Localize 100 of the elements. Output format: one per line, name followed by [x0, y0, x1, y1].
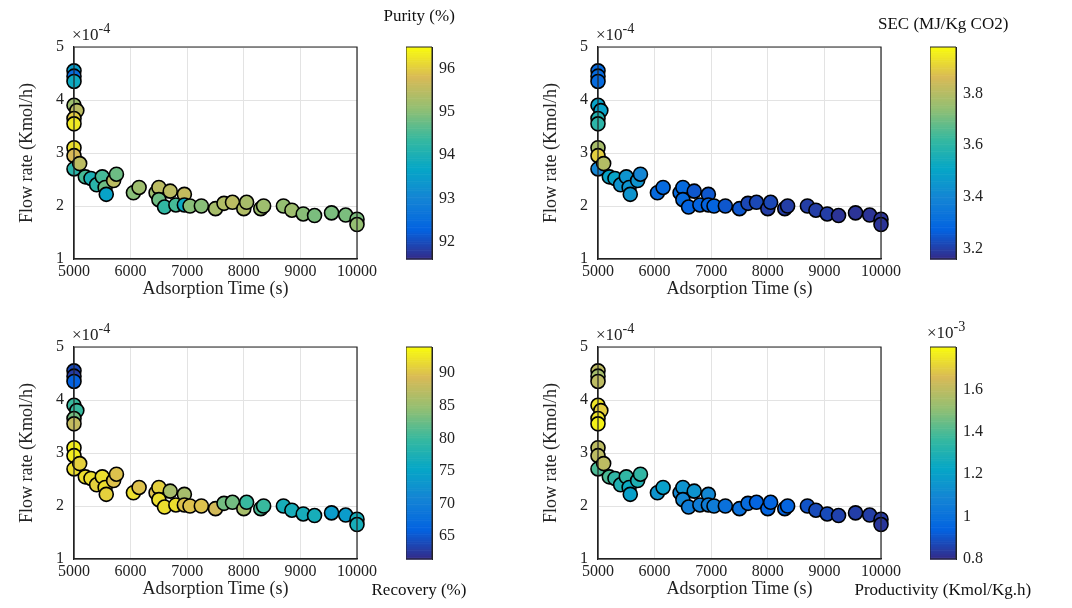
- point: [830, 507, 847, 524]
- point: [622, 486, 639, 503]
- x-tick-label: 10000: [337, 261, 377, 279]
- y-tick-label: 2: [580, 496, 588, 514]
- x-tick-label: 8000: [751, 261, 784, 279]
- color-bar-label: 3.4: [963, 187, 983, 205]
- point: [224, 494, 241, 511]
- point: [632, 466, 649, 482]
- x-tick-label: 7000: [695, 261, 728, 279]
- point: [224, 194, 241, 211]
- point: [306, 507, 323, 524]
- color-bar-label: 1.6: [963, 379, 983, 397]
- y-tick-label: 4: [56, 390, 64, 408]
- color-bar-label: 95: [439, 102, 455, 120]
- color-bar-label: 3.6: [963, 135, 983, 153]
- point: [847, 205, 864, 221]
- color-bar-title: SEC (MJ/Kg CO2): [878, 14, 1009, 34]
- x-axis-title: Adsorption Time (s): [142, 277, 289, 299]
- color-bar-label: 3.2: [963, 238, 983, 256]
- y-tick-label: 2: [580, 196, 588, 214]
- y-axis-title: Flow rate (Kmol/h): [15, 83, 37, 223]
- color-bar-label: 1.2: [963, 464, 983, 482]
- y-axis-title: Flow rate (Kmol/h): [15, 383, 37, 523]
- point: [131, 479, 147, 496]
- point: [830, 207, 847, 224]
- color-bar-label: 90: [439, 363, 455, 381]
- point: [306, 207, 323, 224]
- y-tick-label: 5: [56, 37, 64, 55]
- point: [686, 483, 703, 499]
- point: [193, 198, 210, 214]
- color-bar-label: 85: [439, 395, 455, 413]
- point: [108, 166, 125, 182]
- y-axis-title: Flow rate (Kmol/h): [539, 83, 561, 223]
- point: [108, 466, 125, 482]
- point: [98, 486, 115, 503]
- text: ×10$^{-4}$: [596, 320, 635, 345]
- x-tick-label: 7000: [171, 561, 204, 579]
- text: ×10$^{-4}$: [72, 320, 111, 345]
- x-tick-label: 6000: [114, 561, 147, 579]
- point: [748, 194, 765, 211]
- x-tick-label: 8000: [227, 261, 260, 279]
- x-tick-label: 6000: [638, 261, 671, 279]
- text: ×10$^{-4}$: [596, 20, 635, 45]
- point: [193, 498, 210, 514]
- color-bar-title: Recovery (%): [371, 580, 467, 600]
- x-tick-label: 9000: [284, 261, 317, 279]
- x-tick-label: 9000: [808, 261, 841, 279]
- y-tick-label: 2: [56, 196, 64, 214]
- color-bar-label: 75: [439, 461, 455, 479]
- x-tick-label: 9000: [808, 561, 841, 579]
- x-tick-label: 6000: [638, 561, 671, 579]
- color-bar-label: 0.8: [963, 549, 983, 567]
- x-axis-title: Adsorption Time (s): [142, 577, 289, 599]
- color-bar-title: Productivity (Kmol/Kg.h): [854, 580, 1032, 600]
- y-tick-label: 5: [56, 337, 64, 355]
- color-bar-label: 3.8: [963, 83, 983, 101]
- color-bar-label: 92: [439, 231, 455, 249]
- color-bar-label: 1.4: [963, 422, 983, 439]
- color-bar-label: 1: [963, 506, 971, 524]
- point: [717, 498, 734, 514]
- color-bar-label: 70: [439, 493, 455, 511]
- x-tick-label: 8000: [751, 561, 784, 579]
- point: [162, 483, 179, 499]
- y-tick-label: 3: [580, 443, 588, 461]
- point: [622, 186, 639, 203]
- color-bar-title: Purity (%): [383, 6, 455, 26]
- text: ×10$^{-4}$: [72, 20, 111, 45]
- point: [762, 494, 779, 511]
- point: [162, 183, 179, 199]
- y-tick-label: 4: [580, 390, 588, 408]
- color-bar-label: 93: [439, 188, 455, 206]
- point: [238, 494, 255, 511]
- point: [98, 186, 115, 203]
- y-tick-label: 5: [580, 37, 588, 55]
- point: [655, 179, 671, 196]
- point: [323, 205, 340, 221]
- y-tick-label: 2: [56, 496, 64, 514]
- x-tick-label: 10000: [337, 561, 377, 579]
- point: [238, 194, 255, 211]
- point: [762, 194, 779, 211]
- point: [686, 183, 703, 199]
- color-bar-label: 96: [439, 58, 455, 76]
- point: [632, 166, 649, 182]
- x-tick-label: 6000: [114, 261, 147, 279]
- y-tick-label: 4: [580, 90, 588, 108]
- point: [131, 179, 147, 196]
- color-bar-label: 65: [439, 526, 455, 544]
- point: [717, 198, 734, 214]
- point: [748, 494, 765, 511]
- y-tick-label: 3: [56, 143, 64, 161]
- point: [655, 479, 671, 496]
- color-bar-label: 80: [439, 428, 455, 446]
- point: [323, 505, 340, 521]
- x-tick-label: 9000: [284, 561, 317, 579]
- x-axis-title: Adsorption Time (s): [666, 577, 813, 599]
- y-tick-label: 3: [580, 143, 588, 161]
- text: ×10$^{-3}$: [927, 318, 966, 343]
- x-tick-label: 7000: [695, 561, 728, 579]
- y-tick-label: 4: [56, 90, 64, 108]
- y-axis-title: Flow rate (Kmol/h): [539, 383, 561, 523]
